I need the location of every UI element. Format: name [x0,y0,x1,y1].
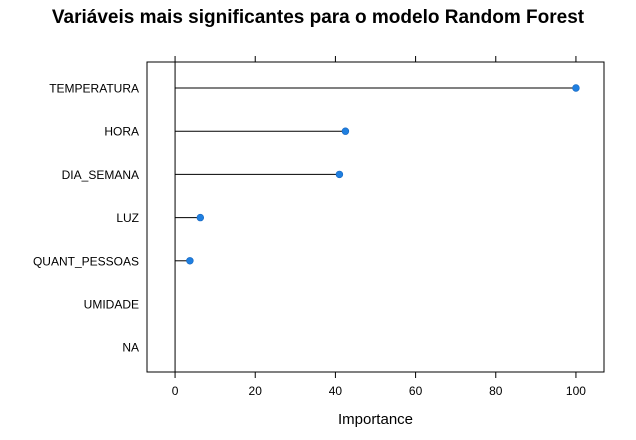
y-tick-label: DIA_SEMANA [62,168,139,182]
y-tick-label: TEMPERATURA [49,82,139,96]
lollipop-stems [175,87,576,262]
top-axis-ticks [174,56,577,62]
y-tick-label: QUANT_PESSOAS [33,254,139,268]
y-tick-label: UMIDADE [84,298,139,312]
x-tick-labels: 0 20 40 60 80 100 [172,384,587,398]
data-point [196,213,205,222]
y-tick-label: NA [122,341,139,355]
x-tick-label: 20 [249,384,263,398]
chart-title: Variáveis mais significantes para o mode… [52,7,585,28]
data-point [341,127,350,135]
x-tick-label: 80 [489,384,503,398]
y-tick-labels: TEMPERATURA HORA DIA_SEMANA LUZ QUANT_PESSOA… [33,82,139,355]
y-tick-label: HORA [104,125,139,139]
data-point [572,84,580,92]
data-point [335,170,344,179]
plot-frame [146,61,605,373]
x-tick-label: 0 [172,384,179,398]
y-tick-label: LUZ [116,211,139,225]
data-point [186,257,194,265]
x-tick-label: 60 [409,384,423,398]
lollipop-points [186,84,580,265]
x-axis-label: Importance [338,411,413,428]
x-tick-label: 100 [566,384,586,398]
bottom-axis-ticks [174,372,577,378]
x-tick-label: 40 [329,384,343,398]
